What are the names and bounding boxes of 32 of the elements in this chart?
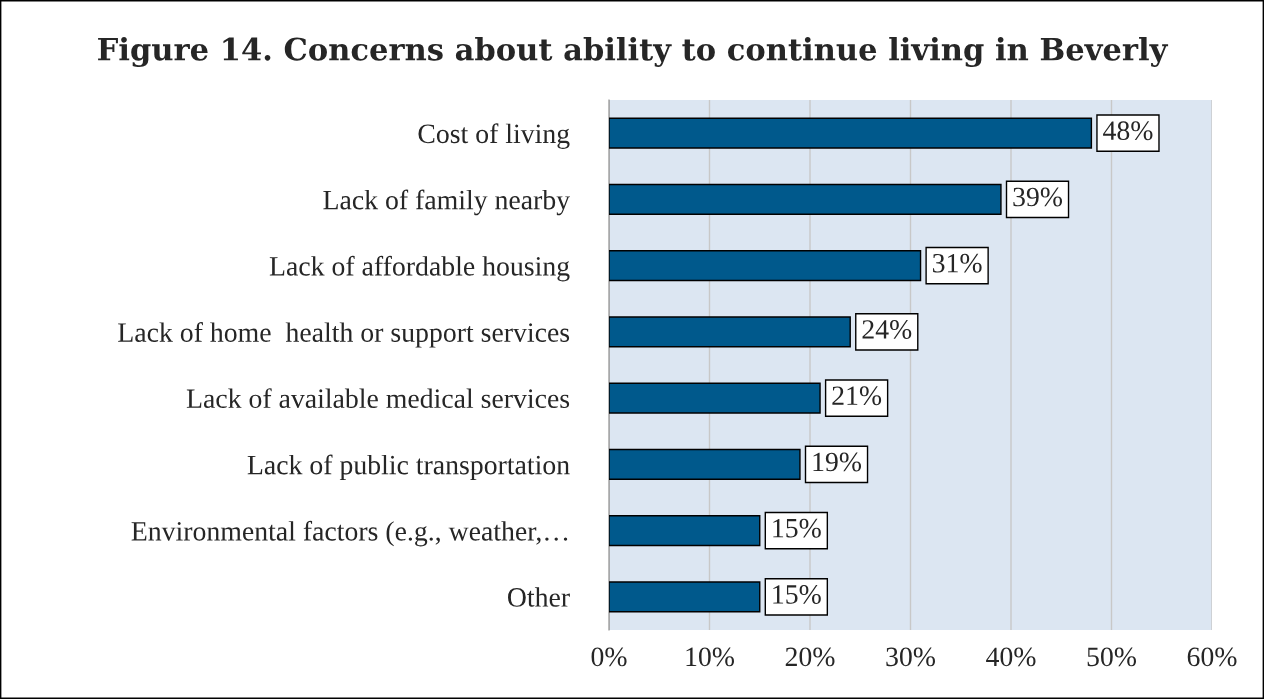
y-tick-label: Lack of public transportation bbox=[247, 454, 570, 481]
x-tick-label: 30% bbox=[886, 647, 936, 667]
y-tick-label: Lack of family nearby bbox=[323, 189, 570, 216]
x-tick-label: 10% bbox=[686, 647, 735, 667]
bar bbox=[609, 581, 761, 613]
x-tick-label: 50% bbox=[1087, 647, 1137, 667]
y-tick-label: Environmental factors (e.g., weather,… bbox=[131, 520, 568, 547]
x-tick-label: 20% bbox=[785, 647, 835, 667]
data-label: 24% bbox=[862, 320, 912, 339]
data-label: 31% bbox=[932, 253, 982, 273]
bar bbox=[609, 515, 761, 547]
y-tick-label: Lack of home health or support services bbox=[118, 322, 570, 348]
x-tick-label: 0% bbox=[591, 647, 627, 667]
data-label: 48% bbox=[1103, 121, 1153, 141]
bar bbox=[609, 250, 922, 282]
y-tick-label: Lack of affordable housing bbox=[269, 255, 570, 282]
data-label: 19% bbox=[813, 452, 862, 472]
data-label: 21% bbox=[832, 386, 882, 406]
bar bbox=[609, 448, 801, 480]
data-label: 15% bbox=[773, 585, 821, 604]
y-tick-label: Lack of available medical services bbox=[186, 388, 570, 409]
x-tick-label: 40% bbox=[986, 647, 1036, 667]
data-label: 15% bbox=[773, 518, 821, 538]
y-tick-label: Other bbox=[508, 587, 570, 607]
bar bbox=[609, 382, 821, 414]
y-tick-label: Cost of living bbox=[418, 123, 570, 149]
chart-title: Figure 14. Concerns about ability to continue living in Beverly bbox=[98, 37, 1169, 67]
data-label: 39% bbox=[1013, 187, 1063, 207]
bar bbox=[609, 117, 1093, 149]
bar bbox=[609, 183, 1002, 215]
x-tick-label: 60% bbox=[1187, 647, 1237, 667]
bar bbox=[609, 316, 851, 348]
